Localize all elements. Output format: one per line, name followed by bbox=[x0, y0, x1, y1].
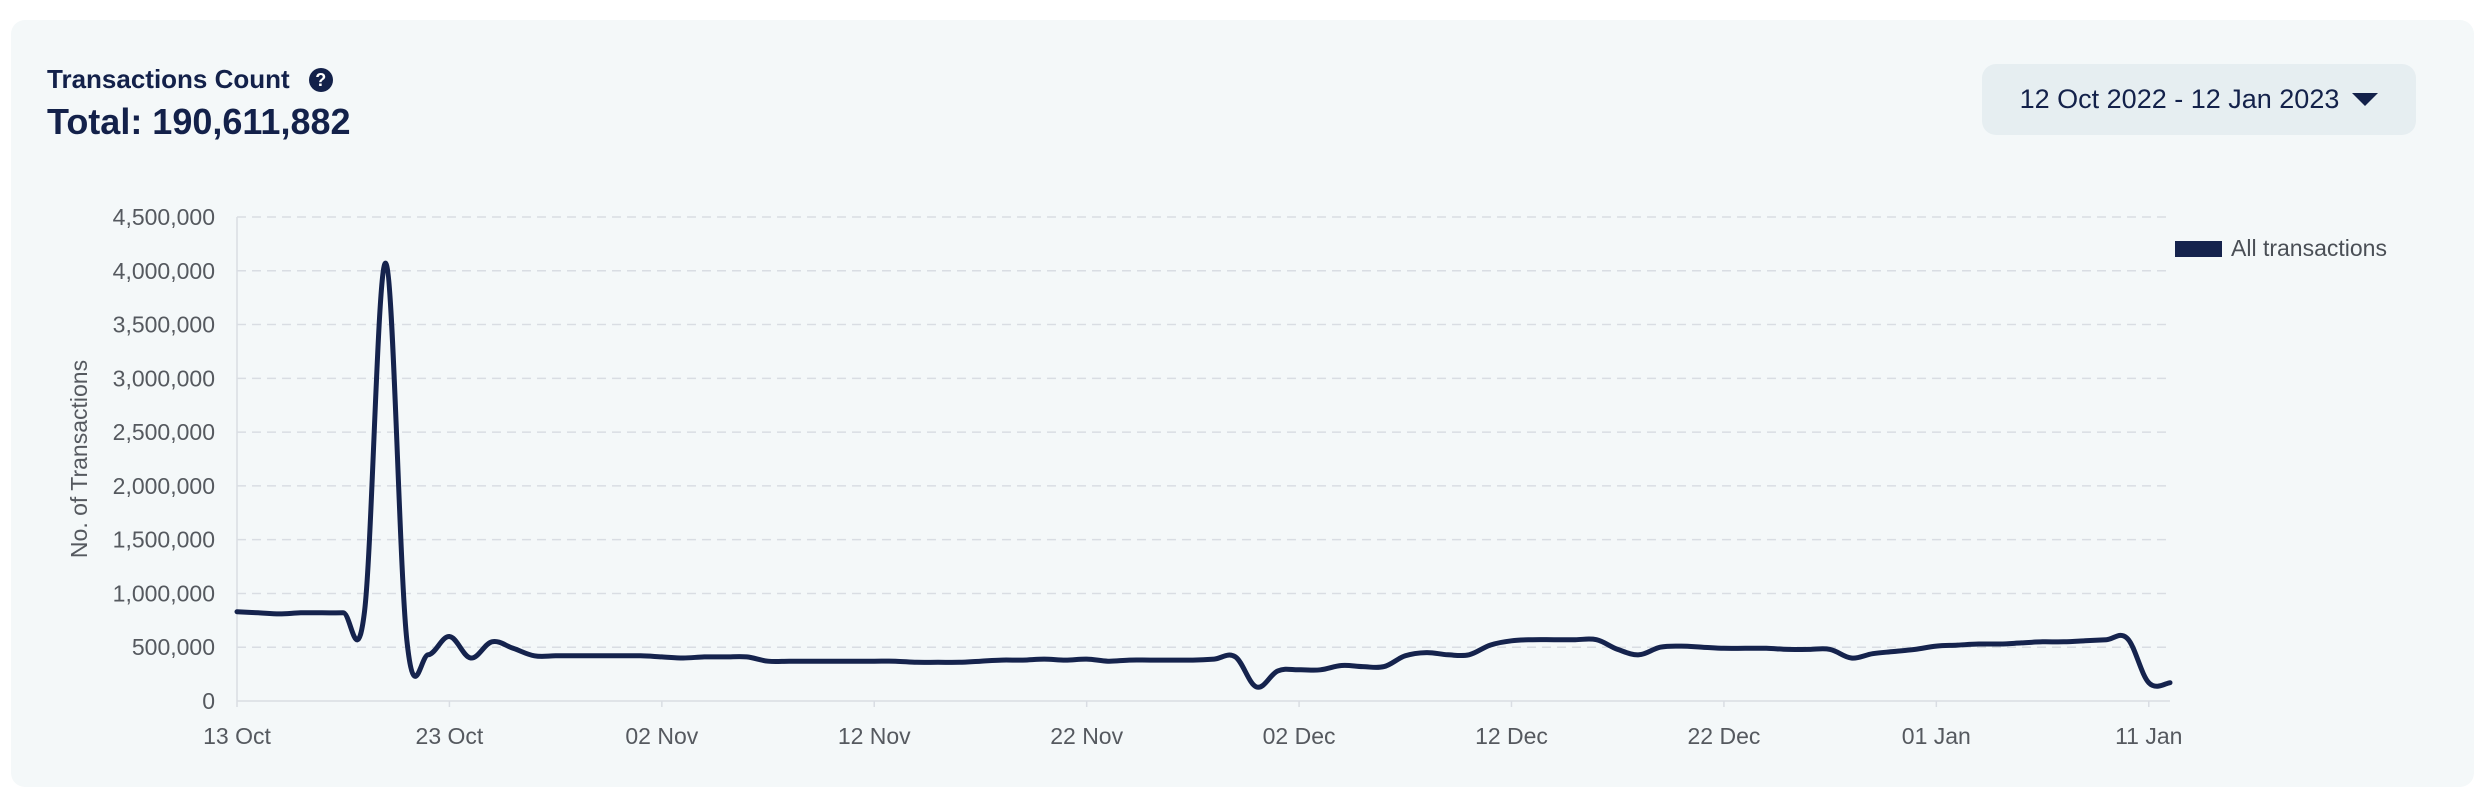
x-tick-label: 12 Dec bbox=[1475, 723, 1548, 749]
date-range-dropdown[interactable]: 12 Oct 2022 - 12 Jan 2023 bbox=[1982, 64, 2416, 135]
x-tick-label: 13 Oct bbox=[203, 723, 271, 749]
series-line bbox=[234, 260, 2173, 690]
x-tick-label: 01 Jan bbox=[1902, 723, 1971, 749]
legend-swatch bbox=[2175, 240, 2222, 257]
y-tick-label: 4,500,000 bbox=[113, 204, 215, 230]
total-count: Total: 190,611,882 bbox=[47, 101, 351, 142]
chevron-down-icon bbox=[2352, 93, 2379, 106]
y-tick-label: 3,000,000 bbox=[113, 365, 215, 391]
chart-title: Transactions Count bbox=[47, 64, 290, 94]
x-tick-label: 23 Oct bbox=[416, 723, 484, 749]
y-tick-label: 4,000,000 bbox=[113, 258, 215, 284]
x-tick-label: 12 Nov bbox=[838, 723, 911, 749]
legend[interactable]: All transactions bbox=[2175, 235, 2387, 262]
y-axis-title: No. of Transactions bbox=[66, 360, 92, 558]
help-icon[interactable]: ? bbox=[308, 67, 333, 92]
x-tick-label: 02 Nov bbox=[625, 723, 698, 749]
y-tick-label: 1,500,000 bbox=[113, 527, 215, 553]
legend-label: All transactions bbox=[2231, 235, 2387, 261]
y-tick-label: 500,000 bbox=[132, 634, 215, 660]
x-tick-label: 22 Dec bbox=[1687, 723, 1760, 749]
x-tick-label: 02 Dec bbox=[1263, 723, 1336, 749]
x-tick-label: 22 Nov bbox=[1050, 723, 1123, 749]
chart-header: Transactions Count ? bbox=[47, 64, 333, 95]
x-tick-label: 11 Jan bbox=[2115, 723, 2182, 749]
y-tick-label: 3,500,000 bbox=[113, 312, 215, 338]
y-tick-label: 2,500,000 bbox=[113, 419, 215, 445]
y-tick-label: 1,000,000 bbox=[113, 580, 215, 606]
date-range-label: 12 Oct 2022 - 12 Jan 2023 bbox=[2019, 84, 2340, 114]
chart-card bbox=[11, 20, 2474, 787]
y-tick-label: 2,000,000 bbox=[113, 473, 215, 499]
y-tick-label: 0 bbox=[202, 688, 215, 714]
